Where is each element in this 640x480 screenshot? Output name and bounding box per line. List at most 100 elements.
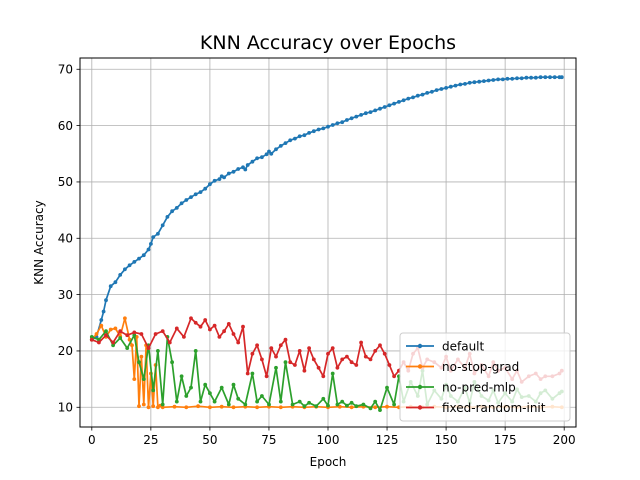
data-point	[274, 147, 278, 152]
data-point	[132, 333, 137, 338]
data-point	[311, 357, 316, 362]
data-point	[552, 75, 557, 80]
data-point	[463, 82, 467, 86]
data-point	[151, 235, 156, 240]
data-point	[288, 360, 293, 365]
legend-item: fixed-random-init	[406, 401, 546, 415]
data-point	[231, 169, 236, 174]
data-point	[302, 368, 307, 373]
data-point	[203, 318, 208, 322]
data-point	[196, 404, 201, 409]
data-point	[132, 330, 137, 335]
data-point	[104, 333, 108, 338]
data-point	[108, 284, 113, 289]
data-point	[368, 110, 373, 114]
data-point	[458, 82, 463, 87]
data-point	[125, 346, 130, 350]
data-point	[307, 346, 311, 350]
data-point	[250, 351, 255, 356]
data-point	[316, 365, 321, 370]
data-point	[290, 402, 295, 407]
data-point	[146, 346, 151, 350]
data-point	[533, 75, 538, 80]
data-point	[113, 326, 118, 331]
data-point	[198, 324, 203, 329]
data-point	[363, 354, 368, 359]
data-point	[174, 399, 179, 404]
data-point	[321, 126, 326, 131]
data-point	[486, 78, 491, 83]
data-point	[330, 123, 335, 127]
data-point	[326, 403, 330, 408]
data-point	[174, 326, 179, 331]
data-point	[278, 343, 283, 348]
data-point	[307, 400, 311, 405]
legend-item: default	[406, 339, 485, 353]
x-tick-label: 125	[376, 433, 399, 447]
data-point	[482, 79, 486, 83]
data-point	[156, 231, 160, 236]
data-point	[184, 198, 189, 202]
data-point	[307, 131, 311, 135]
data-point	[354, 404, 359, 409]
data-point	[354, 114, 359, 119]
data-point	[378, 106, 382, 111]
data-point	[321, 396, 326, 401]
legend-marker	[417, 364, 423, 369]
data-point	[250, 159, 255, 164]
data-point	[255, 405, 259, 410]
data-point	[335, 402, 340, 407]
data-point	[222, 175, 227, 180]
data-point	[345, 118, 349, 122]
legend: default no-stop-grad no-pred-mlp fixed-rand…	[399, 332, 571, 422]
data-point	[430, 89, 434, 94]
data-point	[283, 360, 288, 365]
x-axis-label: Epoch	[310, 455, 347, 469]
data-point	[302, 133, 307, 138]
data-point	[189, 316, 193, 321]
x-tick-label: 50	[202, 433, 217, 447]
data-point	[189, 195, 193, 200]
legend-label: no-stop-grad	[442, 360, 519, 374]
data-point	[340, 120, 345, 125]
data-point	[198, 190, 203, 195]
data-point	[311, 129, 316, 134]
data-point	[340, 399, 345, 404]
data-point	[146, 405, 151, 410]
data-point	[467, 80, 472, 85]
data-point	[219, 385, 224, 390]
data-point	[123, 267, 127, 272]
x-tick-label: 100	[317, 433, 340, 447]
data-point	[274, 354, 278, 359]
data-point	[189, 385, 193, 390]
data-point	[127, 263, 132, 268]
data-point	[245, 163, 250, 167]
data-point	[401, 98, 406, 103]
data-point	[359, 340, 363, 345]
data-point	[193, 349, 198, 353]
data-point	[137, 360, 141, 365]
data-point	[415, 93, 420, 98]
data-point	[184, 405, 189, 410]
data-point	[193, 192, 198, 197]
data-point	[264, 374, 269, 379]
data-point	[387, 363, 392, 367]
data-point	[330, 346, 335, 350]
data-point	[118, 336, 123, 340]
data-point	[345, 403, 349, 408]
data-point	[137, 256, 141, 261]
data-point	[392, 101, 396, 106]
data-point	[243, 167, 248, 172]
data-point	[236, 167, 241, 171]
x-tick-label: 25	[143, 433, 158, 447]
data-point	[193, 320, 198, 325]
data-point	[269, 346, 274, 350]
y-tick-label: 30	[58, 288, 73, 302]
x-tick-label: 75	[261, 433, 276, 447]
data-point	[260, 357, 264, 362]
data-point	[278, 405, 283, 410]
data-point	[97, 340, 101, 345]
data-point	[255, 156, 259, 161]
data-point	[203, 186, 208, 191]
data-point	[335, 121, 340, 126]
